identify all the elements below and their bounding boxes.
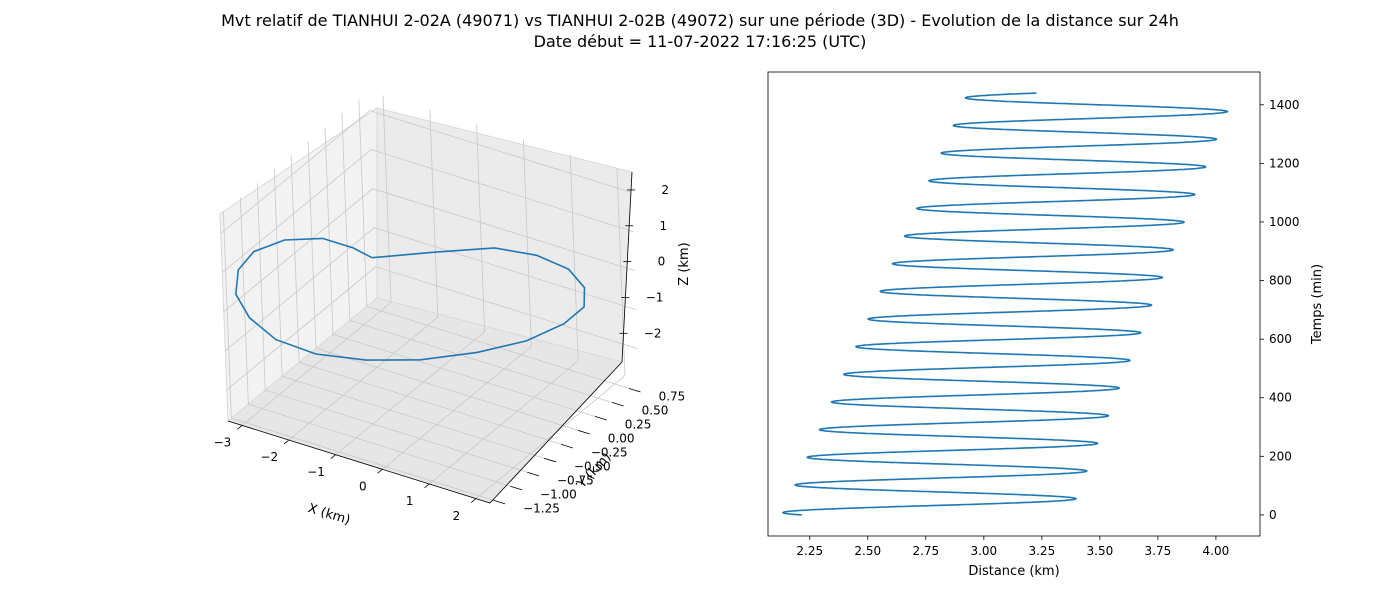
x-axis-label-2d: Distance (km) xyxy=(968,564,1059,579)
x-gridline xyxy=(335,124,486,455)
z-gridline xyxy=(226,266,638,391)
y-tick-label: −1.25 xyxy=(523,501,560,515)
y-tick-label: −0.25 xyxy=(591,445,628,459)
x-tick-label: 1 xyxy=(406,494,414,508)
y-tick-mark xyxy=(493,499,506,505)
y-tick-mark xyxy=(594,415,607,421)
x-tick-label: −3 xyxy=(214,436,232,450)
x-tick-mark xyxy=(283,439,290,445)
axis-3d-gridlines xyxy=(220,95,638,501)
y-gridline xyxy=(239,197,511,487)
y-tick-label: −1.00 xyxy=(540,487,577,501)
z-axis-label: Z (km) xyxy=(677,242,692,285)
x-gridline xyxy=(288,110,439,441)
z-gridline xyxy=(225,227,637,352)
y-tick-mark xyxy=(628,388,641,393)
y-gridline xyxy=(256,183,528,473)
y-tick-label: 0.50 xyxy=(642,403,669,417)
y-tick-label: −0.75 xyxy=(557,473,594,487)
x-tick-label-2d: 2.75 xyxy=(912,544,939,558)
y-tick-label-2d: 1200 xyxy=(1269,156,1300,170)
x-gridline xyxy=(382,139,532,470)
plot-2d-frame xyxy=(767,71,1261,537)
x-tick-label-2d: 3.25 xyxy=(1028,544,1055,558)
y-tick-label-2d: 200 xyxy=(1269,449,1292,463)
z-gridline xyxy=(222,149,634,273)
y-tick-label: 0.00 xyxy=(608,431,635,445)
series-distance-line xyxy=(781,92,1229,516)
figure-title: Mvt relatif de TIANHUI 2-02A (49071) vs … xyxy=(221,11,1179,30)
y-gridline xyxy=(273,169,545,459)
x-tick-mark xyxy=(377,469,383,474)
y-tick-label-2d: 0 xyxy=(1269,508,1277,522)
y-tick-label-2d: 800 xyxy=(1269,274,1292,288)
z-tick-label: 2 xyxy=(661,183,669,197)
y-tick-label: 0.75 xyxy=(659,389,686,403)
y-tick-mark xyxy=(527,471,540,477)
z-tick-label: −2 xyxy=(644,326,662,340)
x-gridline xyxy=(241,95,392,426)
y-axis-label-2d: Temps (min) xyxy=(1310,264,1325,345)
x-tick-label-2d: 2.25 xyxy=(796,544,823,558)
x-tick-label: −2 xyxy=(260,450,278,464)
x-gridline xyxy=(475,168,626,499)
y-tick-mark xyxy=(611,401,624,407)
y-tick-label: −0.50 xyxy=(574,459,611,473)
y-tick-label: 0.25 xyxy=(625,417,652,431)
series-3d-trajectory xyxy=(234,237,586,361)
x-gridline xyxy=(428,153,579,485)
y-tick-label-2d: 400 xyxy=(1269,391,1292,405)
z-tick-label: −1 xyxy=(646,290,664,304)
axis-3d-ticks: −3−2−1012−1.25−1.00−0.75−0.50−0.250.000.… xyxy=(214,183,686,523)
y-tick-label-2d: 600 xyxy=(1269,332,1292,346)
plot-3d-relative-motion: −3−2−1012−1.25−1.00−0.75−0.50−0.250.000.… xyxy=(214,95,692,528)
x-axis-line xyxy=(227,420,491,504)
x-tick-label: 2 xyxy=(453,509,461,523)
y-tick-mark xyxy=(577,429,590,435)
x-tick-label-2d: 2.50 xyxy=(854,544,881,558)
axis-3d-lines xyxy=(227,171,633,504)
x-tick-label-2d: 3.75 xyxy=(1145,544,1172,558)
x-tick-mark xyxy=(470,498,477,503)
x-tick-mark xyxy=(424,483,430,489)
z-gridline xyxy=(223,188,635,312)
figure-subtitle: Date début = 11-07-2022 17:16:25 (UTC) xyxy=(534,32,867,51)
plot-distance-vs-time: 2.25 2.50 2.75 3.00 3.25 3.50 3.75 4.00 0 200 400 6… xyxy=(767,71,1325,579)
x-tick-mark xyxy=(237,425,243,430)
x-tick-label-2d: 3.50 xyxy=(1087,544,1114,558)
y-gridline xyxy=(341,113,613,403)
y-axis-line xyxy=(489,361,623,504)
x-tick-mark xyxy=(330,454,336,459)
z-axis-line xyxy=(621,171,633,363)
y-gridline xyxy=(222,211,494,501)
y-tick-mark xyxy=(544,457,556,463)
x-tick-label-2d: 3.00 xyxy=(970,544,997,558)
y-tick-label-2d: 1000 xyxy=(1269,215,1300,229)
y-gridline xyxy=(358,99,629,389)
y-tick-mark xyxy=(510,485,523,491)
z-tick-label: 0 xyxy=(658,255,666,269)
y-tick-label-2d: 1400 xyxy=(1269,98,1300,112)
z-tick-label: 1 xyxy=(660,219,668,233)
y-gridline xyxy=(324,127,596,417)
y-gridline xyxy=(307,141,579,431)
x-tick-label-2d: 4.00 xyxy=(1203,544,1230,558)
axis-2d-ticks: 2.25 2.50 2.75 3.00 3.25 3.50 3.75 4.00 0 200 400 6… xyxy=(796,98,1299,558)
y-tick-mark xyxy=(560,443,573,449)
x-tick-label: −1 xyxy=(307,465,325,479)
y-gridline xyxy=(290,155,562,445)
x-tick-label: 0 xyxy=(359,480,367,494)
z-gridline xyxy=(220,110,632,234)
